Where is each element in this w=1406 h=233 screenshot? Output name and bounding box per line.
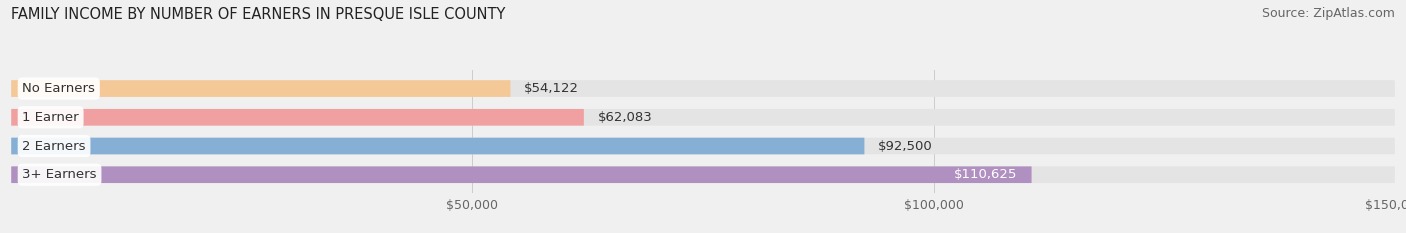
- Text: 2 Earners: 2 Earners: [22, 140, 86, 153]
- FancyBboxPatch shape: [11, 166, 1395, 183]
- Text: Source: ZipAtlas.com: Source: ZipAtlas.com: [1261, 7, 1395, 20]
- Text: $62,083: $62,083: [598, 111, 652, 124]
- Text: $54,122: $54,122: [524, 82, 579, 95]
- FancyBboxPatch shape: [11, 138, 865, 154]
- FancyBboxPatch shape: [11, 138, 1395, 154]
- Text: $92,500: $92,500: [879, 140, 934, 153]
- Text: FAMILY INCOME BY NUMBER OF EARNERS IN PRESQUE ISLE COUNTY: FAMILY INCOME BY NUMBER OF EARNERS IN PR…: [11, 7, 506, 22]
- Text: 3+ Earners: 3+ Earners: [22, 168, 97, 181]
- FancyBboxPatch shape: [11, 80, 1395, 97]
- FancyBboxPatch shape: [11, 109, 1395, 126]
- Text: No Earners: No Earners: [22, 82, 96, 95]
- FancyBboxPatch shape: [11, 166, 1032, 183]
- Text: 1 Earner: 1 Earner: [22, 111, 79, 124]
- Text: $110,625: $110,625: [955, 168, 1018, 181]
- FancyBboxPatch shape: [11, 80, 510, 97]
- FancyBboxPatch shape: [11, 109, 583, 126]
